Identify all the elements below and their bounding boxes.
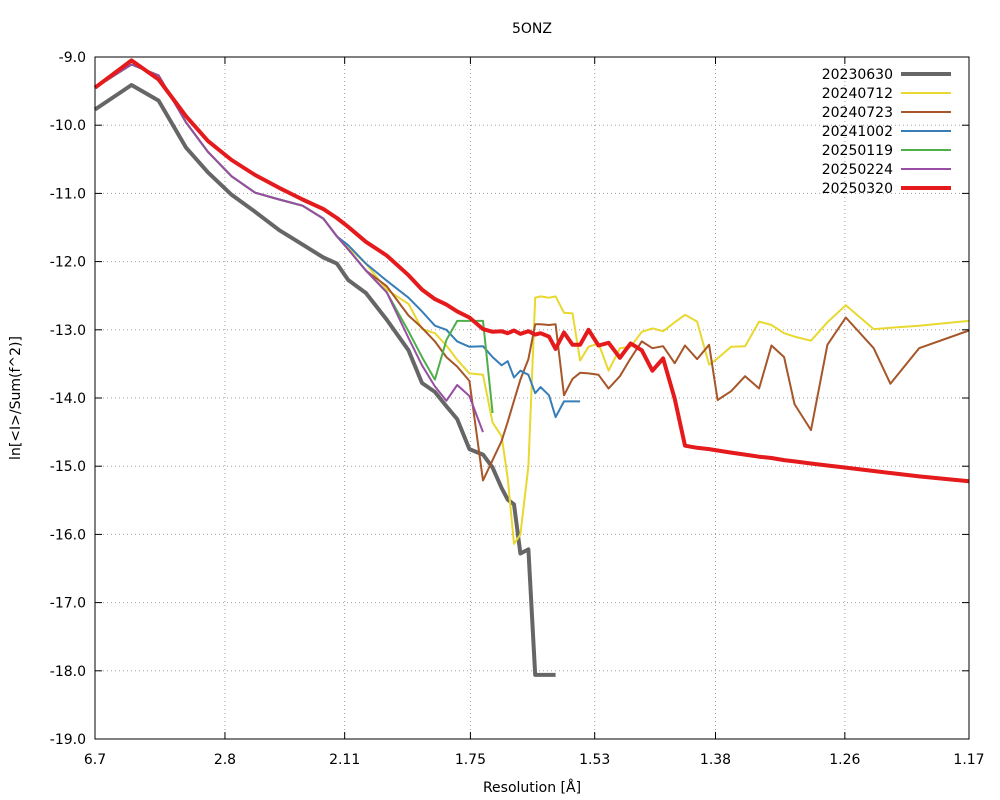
x-axis-title: Resolution [Å] bbox=[483, 779, 581, 796]
legend-label: 20250119 bbox=[822, 143, 893, 159]
x-tick-label: 1.17 bbox=[953, 752, 984, 768]
y-tick-label: -18.0 bbox=[50, 664, 86, 680]
x-tick-label: 2.8 bbox=[214, 752, 236, 768]
series-line-20250224 bbox=[94, 63, 484, 433]
legend-label: 20241002 bbox=[822, 124, 893, 140]
x-tick-label: 1.26 bbox=[829, 752, 860, 768]
legend-label: 20250320 bbox=[822, 181, 893, 197]
legend-label: 20240723 bbox=[822, 105, 893, 121]
x-tick-label: 1.75 bbox=[455, 752, 486, 768]
y-tick-label: -13.0 bbox=[50, 323, 86, 339]
legend-label: 20240712 bbox=[822, 86, 893, 102]
series-lines bbox=[93, 58, 970, 677]
chart-title: 5ONZ bbox=[512, 21, 552, 37]
y-tick-label: -16.0 bbox=[50, 527, 86, 543]
x-tick-label: 1.53 bbox=[579, 752, 610, 768]
y-tick-label: -14.0 bbox=[50, 391, 86, 407]
legend: 20230630 20240712 20240723 20241002 20250119… bbox=[822, 67, 951, 197]
y-tick-label: -11.0 bbox=[50, 186, 86, 202]
y-tick-label: -12.0 bbox=[50, 255, 86, 271]
x-tick-label: 2.11 bbox=[329, 752, 360, 768]
x-tick-label: 6.7 bbox=[84, 752, 106, 768]
y-tick-label: -9.0 bbox=[59, 50, 86, 66]
axis-ticks: 6.7 2.8 2.11 1.75 1.53 1.38 1.26 1.17 -9.0 -10.0 -… bbox=[50, 50, 985, 768]
x-tick-label: 1.38 bbox=[700, 752, 731, 768]
y-tick-label: -19.0 bbox=[50, 732, 86, 748]
y-axis-title: ln[<I>/Sum(f^2)] bbox=[8, 336, 24, 460]
legend-label: 20230630 bbox=[822, 67, 893, 83]
series-line-20250320 bbox=[93, 58, 970, 484]
series-line-20230630 bbox=[93, 83, 556, 677]
y-tick-label: -15.0 bbox=[50, 459, 86, 475]
y-tick-label: -10.0 bbox=[50, 118, 86, 134]
legend-label: 20250224 bbox=[822, 162, 893, 178]
y-tick-label: -17.0 bbox=[50, 596, 86, 612]
